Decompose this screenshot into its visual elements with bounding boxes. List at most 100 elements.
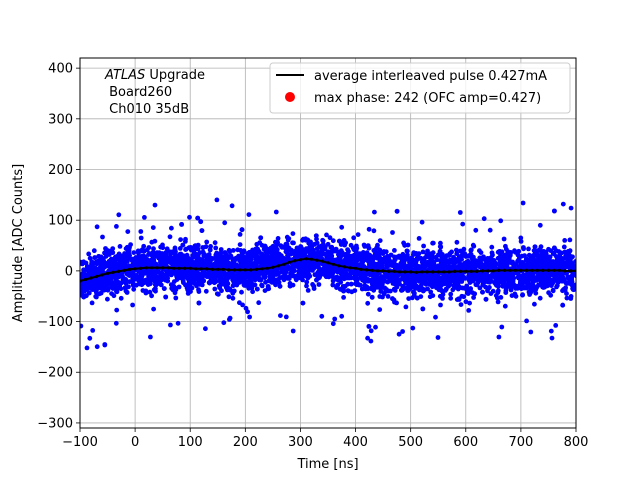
scatter-point [343,267,349,273]
scatter-point [227,270,233,276]
average-pulse-point [524,268,529,272]
scatter-point [461,274,466,280]
scatter-point [230,290,236,296]
scatter-point [443,286,449,292]
average-pulse-point [232,268,236,272]
scatter-point [429,254,435,260]
average-pulse-point [541,268,545,272]
average-pulse-point [177,266,181,270]
scatter-point [121,262,126,268]
average-pulse-point [144,266,148,270]
scatter-point [262,275,268,281]
scatter-point [527,292,532,297]
scatter-point [114,307,120,313]
average-pulse-point [376,269,380,273]
scatter-point [124,290,130,295]
scatter-point [528,329,534,335]
average-pulse-point [205,267,209,271]
scatter-point [454,239,460,245]
scatter-point [556,279,561,285]
scatter-point [113,275,118,280]
average-pulse-point [370,268,374,272]
y-tick-label: 300 [48,112,73,127]
scatter-point [316,265,322,271]
average-pulse-point [227,268,231,272]
scatter-point [441,266,447,272]
scatter-point [455,265,461,270]
scatter-point [199,228,205,234]
scatter-point [529,281,535,287]
scatter-point [524,257,530,262]
scatter-point [400,329,405,334]
scatter-point [483,284,488,290]
average-pulse-point [469,269,473,273]
average-pulse-point [216,267,220,271]
scatter-point [138,248,144,254]
scatter-point [89,261,95,266]
scatter-point [142,215,147,220]
scatter-point [465,291,471,296]
scatter-point [448,295,454,301]
scatter-point [245,261,251,266]
scatter-point [305,269,311,274]
scatter-point [374,283,380,289]
scatter-point [567,237,573,243]
scatter-point [239,227,245,233]
scatter-point [247,272,253,277]
average-pulse-point [425,270,429,274]
scatter-point [402,242,408,248]
scatter-point [168,282,174,288]
average-pulse-point [166,266,170,270]
scatter-point [547,281,553,287]
scatter-point [185,287,191,293]
scatter-point [573,273,576,278]
scatter-point [148,334,153,340]
scatter-point [355,232,361,238]
scatter-point [477,274,483,279]
scatter-point [358,282,363,288]
scatter-point [458,302,464,307]
scatter-point [351,235,357,241]
y-tick-label: −100 [37,315,73,330]
average-pulse-point [557,268,562,272]
x-axis-ticks: −100 0 100 200 300 400 500 600 700 800 [62,428,588,450]
scatter-point [369,294,375,300]
scatter-point [383,249,389,255]
average-line-series [80,257,576,283]
scatter-point [122,285,128,291]
annotation-atlas: ATLAS [104,68,145,83]
scatter-point [120,274,125,279]
scatter-point [146,274,152,279]
scatter-point [353,275,358,281]
scatter-point [207,259,213,265]
average-pulse-point [161,266,165,270]
average-pulse-point [348,266,352,270]
scatter-point [152,270,158,276]
average-pulse-point [508,268,512,272]
scatter-point [433,314,438,320]
scatter-point [114,224,119,229]
average-pulse-point [464,269,468,273]
scatter-point [196,277,202,283]
scatter-point [299,266,305,272]
scatter-point [100,234,105,240]
average-pulse-point [381,269,385,273]
scatter-point [548,328,554,334]
scatter-point [191,254,197,260]
scatter-point [535,264,541,270]
scatter-point [500,258,505,264]
scatter-point [373,324,378,330]
average-pulse-point [486,269,490,273]
scatter-point [536,282,541,288]
scatter-point [245,309,251,315]
average-pulse-point [298,258,302,262]
average-pulse-point [442,270,446,274]
scatter-point [439,253,444,259]
scatter-point [225,259,231,265]
scatter-point [138,261,144,267]
scatter-point [89,287,95,292]
scatter-point [213,245,219,251]
average-pulse-point [243,268,247,272]
scatter-point [89,300,95,306]
average-pulse-point [293,259,297,263]
